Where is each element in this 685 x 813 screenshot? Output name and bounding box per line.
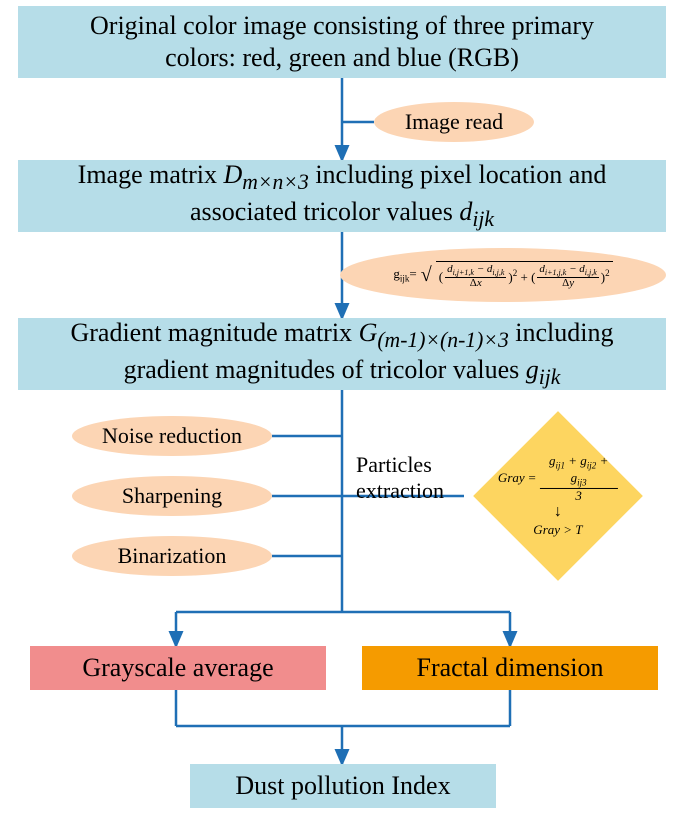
label-noise: Noise reduction (102, 423, 242, 449)
output-fractal-dimension: Fractal dimension (362, 646, 658, 690)
step-binarization: Binarization (72, 536, 272, 576)
step-image-read: Image read (374, 102, 534, 142)
label-particles-1: Particles (356, 452, 432, 478)
output-grayscale-average: Grayscale average (30, 646, 326, 690)
text-line-2: colors: red, green and blue (RGB) (90, 42, 594, 75)
text-line-1: Gradient magnitude matrix G(m-1)×(n-1)×3… (70, 317, 613, 354)
label-particles-2: extraction (356, 478, 444, 504)
step-sharpening: Sharpening (72, 476, 272, 516)
step-noise-reduction: Noise reduction (72, 416, 272, 456)
label-grayscale: Grayscale average (82, 652, 273, 685)
step-gradient-matrix: Gradient magnitude matrix G(m-1)×(n-1)×3… (18, 318, 666, 390)
label-sharpen: Sharpening (122, 483, 222, 509)
label-image-read: Image read (405, 109, 503, 135)
threshold-text: Gray > T (498, 522, 618, 538)
step-image-matrix: Image matrix Dm×n×3 including pixel loca… (18, 160, 666, 232)
formula-gradient: gijk= √ ( di,j+1,k − di,j,k Δx )2 + ( di… (340, 248, 666, 302)
label-dust: Dust pollution Index (235, 770, 450, 803)
output-dust-index: Dust pollution Index (190, 764, 496, 808)
text-line-1: Image matrix Dm×n×3 including pixel loca… (78, 159, 607, 196)
text-line-2: gradient magnitudes of tricolor values g… (70, 354, 613, 391)
arrow-down-icon: ↓ (498, 503, 618, 521)
decision-threshold: Gray = gij1 + gij2 + gij3 3 ↓ Gray > T (473, 411, 643, 581)
label-binar: Binarization (118, 543, 227, 569)
flow-arrows (0, 0, 685, 813)
text-line-1: Original color image consisting of three… (90, 10, 594, 43)
label-fractal: Fractal dimension (416, 652, 603, 685)
text-line-2: associated tricolor values dijk (78, 196, 607, 233)
step-original-image: Original color image consisting of three… (18, 6, 666, 78)
